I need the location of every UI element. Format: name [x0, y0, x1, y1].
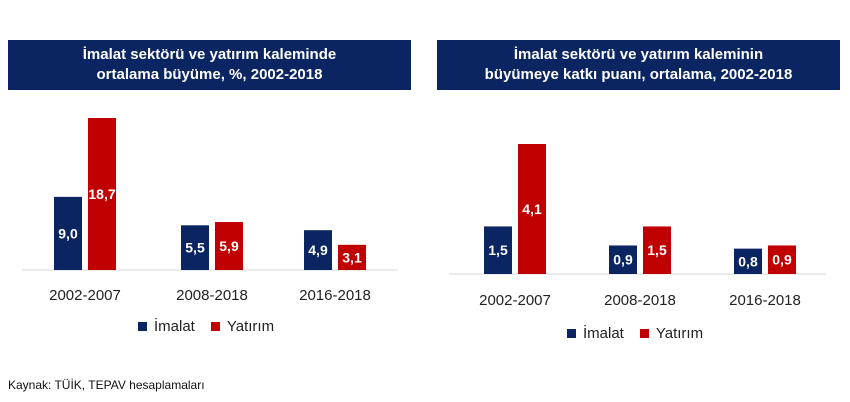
chart-title-contribution: İmalat sektörü ve yatırım kaleminin büyü… [437, 40, 840, 90]
bar-yatirim-2008-2018 [643, 226, 671, 274]
legend-contribution: İmalat Yatırım [567, 325, 713, 342]
data-label: 18,7 [88, 186, 115, 202]
data-label: 1,5 [647, 242, 667, 258]
data-label: 5,5 [185, 240, 205, 256]
category-tick-label: 2002-2007 [49, 287, 121, 304]
data-label: 3,1 [342, 249, 362, 265]
category-tick-label: 2016-2018 [729, 292, 801, 309]
bar-imalat-2008-2018 [181, 225, 209, 270]
bar-yatirim-2002-2007 [88, 118, 116, 270]
bar-yatirim-2016-2018 [768, 245, 796, 274]
data-label: 0,9 [772, 252, 792, 268]
chart-title-line2: büyümeye katkı puanı, ortalama, 2002-201… [484, 66, 793, 83]
bar-imalat-2016-2018 [304, 230, 332, 270]
legend-label-yatirim: Yatırım [655, 325, 704, 342]
data-label: 0,9 [613, 252, 633, 268]
data-label: 4,9 [308, 242, 328, 258]
data-label: 5,9 [219, 238, 239, 254]
category-tick-label: 2016-2018 [299, 287, 371, 304]
data-label: 9,0 [58, 225, 78, 241]
legend-item-yatirim: Yatırım [639, 325, 704, 342]
legend-item-imalat: İmalat [567, 325, 624, 342]
chart-title-line2: ortalama büyüme, %, 2002-2018 [96, 66, 323, 83]
legend-swatch-imalat [138, 322, 147, 331]
legend-growth: İmalat Yatırım [138, 318, 284, 335]
legend-item-yatirim: Yatırım [210, 318, 275, 335]
bar-yatirim-2016-2018 [338, 244, 366, 270]
legend-swatch-yatirim [210, 322, 220, 331]
chart-title-growth: İmalat sektörü ve yatırım kaleminde orta… [8, 40, 411, 90]
data-label: 4,1 [522, 201, 542, 217]
chart-panel-growth: İmalat sektörü ve yatırım kaleminde orta… [8, 40, 411, 90]
data-label: 1,5 [488, 242, 508, 258]
category-tick-label: 2002-2007 [479, 292, 551, 309]
chart-panel-contribution: İmalat sektörü ve yatırım kaleminin büyü… [437, 40, 840, 90]
bar-imalat-2016-2018 [734, 248, 762, 274]
legend-label-yatirim: Yatırım [226, 318, 275, 335]
category-tick-label: 2008-2018 [176, 287, 248, 304]
bar-yatirim-2002-2007 [518, 144, 546, 274]
chart-title-line1: İmalat sektörü ve yatırım kaleminin [513, 46, 764, 63]
source-note: Kaynak: TÜİK, TEPAV hesaplamaları [8, 378, 205, 392]
legend-swatch-yatirim [639, 329, 649, 338]
bar-yatirim-2008-2018 [215, 222, 243, 270]
legend-item-imalat: İmalat [138, 318, 195, 335]
legend-label-imalat: İmalat [154, 318, 195, 335]
data-label: 0,8 [738, 253, 758, 269]
bar-imalat-2002-2007 [54, 196, 82, 270]
category-tick-label: 2008-2018 [604, 292, 676, 309]
legend-swatch-imalat [567, 329, 576, 338]
bar-imalat-2002-2007 [484, 226, 512, 274]
legend-label-imalat: İmalat [583, 325, 624, 342]
chart-title-line1: İmalat sektörü ve yatırım kaleminde [82, 46, 337, 63]
bar-imalat-2008-2018 [609, 245, 637, 274]
